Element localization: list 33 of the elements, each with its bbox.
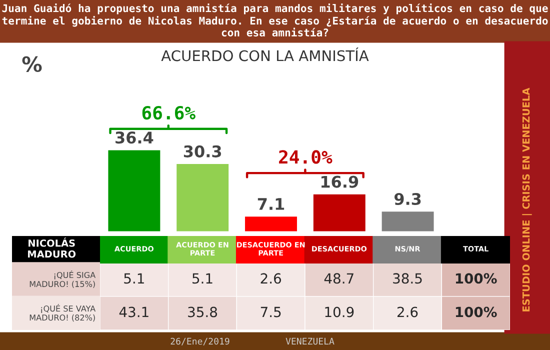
data-label: 100% — [456, 306, 497, 318]
bar — [380, 210, 436, 232]
data-label: 16.9 — [322, 176, 358, 188]
text: 26/Ene/2019 — [170, 338, 230, 346]
data-label: 5.1 — [192, 273, 212, 284]
data-label: 35.8 — [188, 306, 218, 318]
text: 66.6% — [142, 106, 196, 120]
data-label: 48.7 — [324, 273, 354, 284]
bar — [244, 215, 298, 232]
data-label: 9.3 — [394, 192, 421, 206]
data-label: 36.4 — [116, 132, 154, 144]
data-label: 30.3 — [184, 145, 222, 158]
data-label: 7.5 — [260, 306, 281, 318]
data-label: 10.9 — [325, 306, 354, 318]
bar — [312, 193, 367, 232]
data-label: 5.1 — [124, 273, 144, 284]
text: ESTUDIO ONLINE | CRISIS EN VENEZUELA — [522, 88, 532, 312]
bar — [106, 148, 162, 232]
data-label: 2.6 — [397, 306, 418, 318]
y-axis-title: % — [22, 56, 42, 72]
bar — [175, 162, 230, 232]
text: VENEZUELA — [286, 338, 334, 345]
data-label: 38.5 — [393, 273, 422, 284]
data-label: 2.6 — [260, 273, 282, 284]
chart-title: Juan Guaidó ha propuesto una amnistía para mandos militares y políticos en caso de que termine el gobierno de Nicolas Maduro. En ese caso ¿Estaría de acuerdo o en desacuerdo con esa amnistía? — [2, 3, 548, 36]
data-label: 7.1 — [258, 198, 284, 210]
y-axis-title: NICOLÁS MADURO — [28, 238, 76, 258]
data-label: 43.1 — [119, 306, 148, 318]
chart-subtitle: ACUERDO CON LA AMNISTÍA — [161, 48, 369, 62]
data-label: 100% — [456, 273, 497, 284]
annotation: 24.0% — [279, 150, 332, 164]
y-tick-label: ¡QUÉ SIGA MADURO! (15%) — [30, 270, 96, 288]
y-tick-label: ¡QUÉ SE VAYA MADURO! (82%) — [30, 304, 96, 322]
